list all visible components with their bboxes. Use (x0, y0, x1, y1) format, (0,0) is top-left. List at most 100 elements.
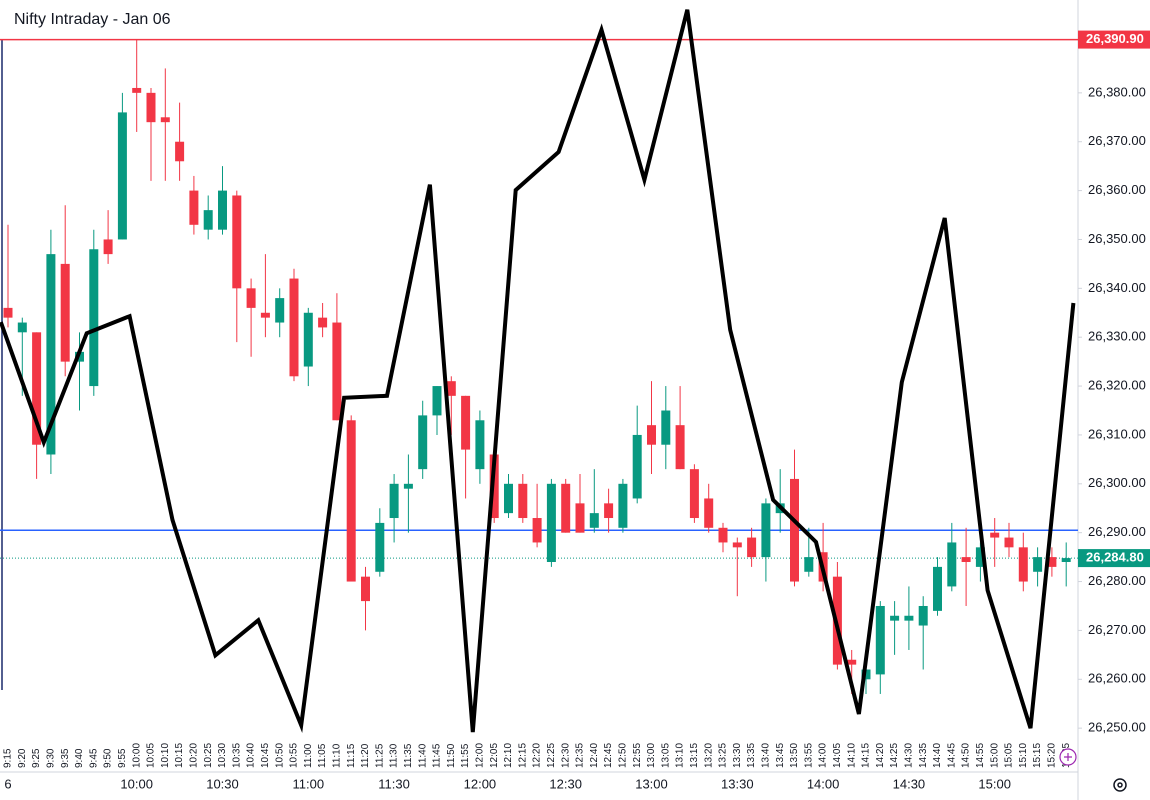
y-tick-label: 26,250.00 (1088, 720, 1146, 735)
candle-body (361, 576, 370, 602)
x-tick-label: 10:15 (174, 743, 185, 768)
time-icon[interactable] (1059, 748, 1077, 766)
y-tick-label: 26,310.00 (1088, 426, 1146, 441)
price-badge-label: 26,284.80 (1086, 550, 1144, 565)
candle-body (790, 478, 799, 582)
x-tick-label: 11:40 (417, 743, 428, 768)
x-tick-label: 13:05 (660, 743, 671, 768)
x-tick-label: 11:05 (317, 743, 328, 768)
y-tick-label: 26,350.00 (1088, 231, 1146, 246)
candle-body (218, 190, 227, 230)
x-tick-label: 10:35 (231, 743, 242, 768)
y-tick-label: 26,280.00 (1088, 573, 1146, 588)
x-tick-label: 12:30 (560, 743, 571, 768)
y-tick-label: 26,330.00 (1088, 329, 1146, 344)
y-tick-label: 26,320.00 (1088, 378, 1146, 393)
x-tick-label: 10:20 (189, 743, 200, 768)
candle-body (532, 518, 542, 543)
settings-icon[interactable] (1113, 778, 1127, 792)
x-tick-label: 13:45 (775, 743, 786, 768)
y-tick-label: 26,300.00 (1088, 475, 1146, 490)
x-tick-label: 13:30 (732, 743, 743, 768)
candle-body (475, 420, 485, 470)
x-tick-label: 14:10 (846, 743, 857, 768)
candle-body (1047, 557, 1057, 567)
candle-body (89, 249, 99, 387)
x-major-label: 13:00 (635, 776, 668, 791)
x-tick-label: 10:30 (217, 743, 228, 768)
x-tick-label: 9:20 (17, 748, 28, 768)
candle-body (904, 615, 914, 621)
candle-body (732, 542, 742, 548)
candle-body (504, 483, 513, 514)
candle-body (589, 513, 599, 528)
x-tick-label: 11:10 (332, 743, 343, 768)
candle-body (461, 395, 471, 450)
candle-body (318, 317, 328, 328)
candle-body (1061, 558, 1071, 563)
x-tick-label: 13:50 (789, 743, 800, 768)
candle-body (203, 210, 213, 230)
x-tick-label: 12:55 (632, 743, 643, 768)
x-tick-label: 14:00 (818, 743, 829, 768)
x-major-label: 10:00 (120, 776, 153, 791)
candle-body (117, 112, 127, 240)
candle-body (303, 312, 313, 367)
x-tick-label: 10:55 (289, 743, 300, 768)
time-icon-cross (1064, 753, 1072, 761)
candle-body (561, 483, 571, 533)
candle-body (418, 415, 428, 470)
candle-body (375, 522, 385, 572)
x-tick-label: 10:50 (274, 743, 285, 768)
gear-outer (1113, 778, 1127, 792)
x-major-label: 13:30 (721, 776, 754, 791)
candle-body (32, 332, 42, 445)
candle-body (875, 605, 885, 675)
candle-body (275, 298, 285, 323)
candle-body (160, 117, 170, 123)
price-badge (1078, 30, 1150, 49)
candle-body (647, 425, 656, 445)
x-tick-label: 13:00 (646, 743, 657, 768)
candle-body (689, 469, 699, 519)
x-tick-label: 9:50 (103, 748, 114, 768)
x-tick-label: 14:20 (875, 743, 886, 768)
x-major-label: 11:30 (378, 776, 410, 791)
x-tick-label: 14:55 (975, 743, 986, 768)
x-tick-label: 9:40 (74, 748, 85, 768)
candle-body (847, 659, 857, 665)
candle-body (175, 141, 185, 162)
x-tick-label: 12:15 (517, 743, 528, 768)
x-tick-label: 9:35 (60, 748, 71, 768)
x-tick-label: 12:10 (503, 743, 514, 768)
candle-body (46, 254, 56, 455)
x-tick-label: 9:55 (117, 748, 128, 768)
candle-body (575, 503, 585, 533)
x-tick-label: 10:25 (203, 743, 214, 768)
candle-body (446, 381, 456, 396)
x-tick-label: 13:10 (675, 743, 686, 768)
x-tick-label: 13:55 (803, 743, 814, 768)
candle-body (890, 615, 900, 621)
x-major-label: 12:30 (549, 776, 582, 791)
x-tick-label: 13:25 (718, 743, 729, 768)
x-tick-label: 13:40 (761, 743, 772, 768)
candle-body (289, 278, 299, 377)
x-tick-label: 12:45 (603, 743, 614, 768)
price-badge-label: 26,390.90 (1086, 31, 1144, 46)
x-tick-label: 11:25 (374, 743, 385, 768)
candle-body (661, 410, 671, 445)
x-tick-label: 15:00 (989, 743, 1000, 768)
candle-body (17, 322, 27, 333)
x-tick-label: 10:45 (260, 743, 271, 768)
candle-body (3, 307, 13, 318)
candle-body (432, 386, 442, 416)
candle-body (704, 498, 714, 528)
candle-body (604, 503, 614, 519)
candle-body (804, 557, 814, 572)
x-tick-label: 12:05 (489, 743, 500, 768)
x-tick-label: 10:00 (131, 743, 142, 768)
candle-body (346, 420, 356, 582)
x-tick-label: 14:40 (932, 743, 943, 768)
